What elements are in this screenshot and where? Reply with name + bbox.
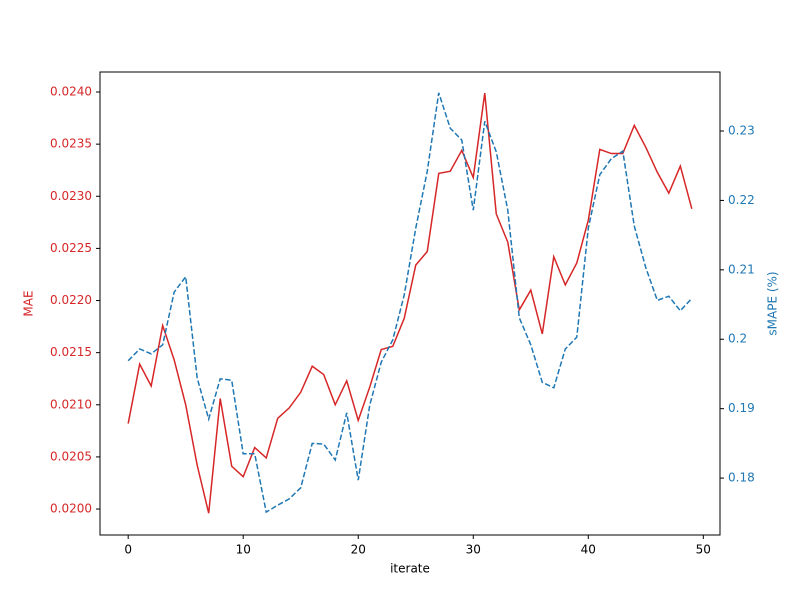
y-tick-label: 0.0200 [50,502,92,516]
y-tick-label: 0.0205 [50,449,92,463]
y2-tick-label: 0.2 [728,332,747,346]
y2-tick-label: 0.21 [728,262,755,276]
plot-frame [99,71,721,536]
y-tick-label: 0.0210 [50,397,92,411]
y2-tick-label: 0.22 [728,193,755,207]
y2-tick-label: 0.19 [728,401,755,415]
y2-tick-label: 0.18 [728,471,755,485]
x-tick-label: 20 [351,543,366,557]
x-axis-label: iterate [390,562,430,576]
x-tick-label: 40 [581,543,596,557]
y-tick-label: 0.0240 [50,85,92,99]
x-tick-label: 30 [466,543,481,557]
data-line [127,92,693,514]
x-tick-label: 0 [124,543,132,557]
y2-tick-label: 0.23 [728,124,755,138]
y2-axis-label: sMAPE (%) [766,271,780,335]
x-tick-label: 50 [696,543,711,557]
y-tick-label: 0.0230 [50,189,92,203]
y-axis-label: MAE [22,290,36,316]
y-tick-label: 0.0235 [50,137,92,151]
y-tick-label: 0.0225 [50,241,92,255]
x-tick-label: 10 [236,543,251,557]
y-tick-label: 0.0215 [50,345,92,359]
data-line [127,92,693,514]
y-tick-label: 0.0220 [50,293,92,307]
